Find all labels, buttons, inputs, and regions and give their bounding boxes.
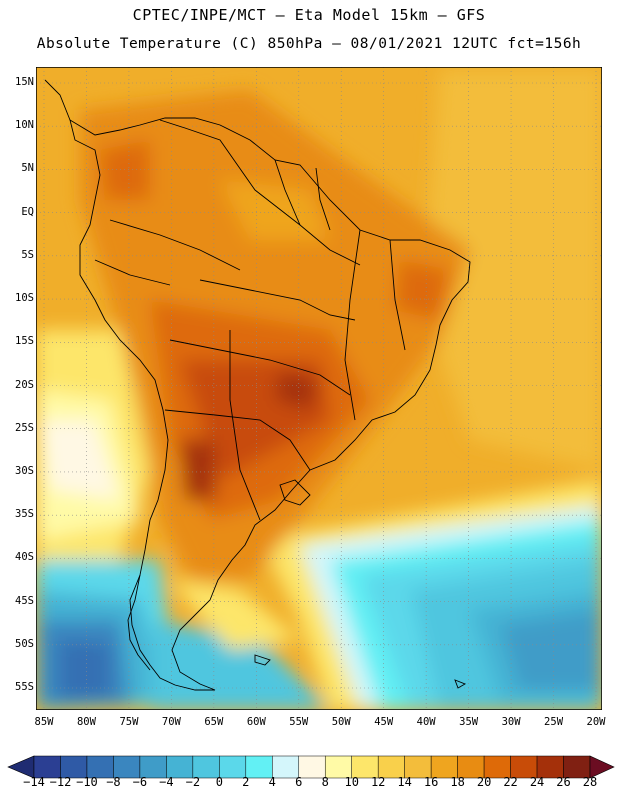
colorbar-tick-label: 0 [215, 775, 223, 789]
colorbar-tick-label: 8 [321, 775, 329, 789]
longitude-label: 35W [459, 716, 479, 728]
longitude-label: 75W [119, 716, 139, 728]
colorbar-tick-label: 16 [423, 775, 439, 789]
colorbar-tick-label: 14 [397, 775, 412, 789]
longitude-label: 50W [331, 716, 351, 728]
longitude-label: 80W [76, 716, 96, 728]
colorbar-tick-label: 28 [582, 775, 598, 789]
latitude-label: 40S [15, 551, 34, 564]
latitude-label: 10N [15, 119, 34, 132]
colorbar-tick-label: −12 [49, 775, 72, 789]
latitude-label: 20S [15, 378, 34, 391]
colorbar-tick-label: 4 [268, 775, 276, 789]
latitude-label: 45S [15, 594, 34, 607]
latitude-label: 15S [15, 335, 34, 348]
map-subtitle: Absolute Temperature (C) 850hPa – 08/01/… [36, 36, 582, 52]
colorbar-tick-label: 22 [503, 775, 518, 789]
colorbar-tick-label: 18 [450, 775, 465, 789]
coastline [44, 79, 471, 691]
colorbar-tick-label: −4 [159, 775, 174, 789]
latitude-label: 50S [15, 637, 34, 650]
longitude-label: 70W [161, 716, 181, 728]
map-title: CPTEC/INPE/MCT – Eta Model 15km – GFS [132, 6, 486, 24]
colorbar-tick-label: −10 [76, 775, 98, 789]
longitude-label: 55W [289, 716, 309, 728]
colorbar-tick-label: 10 [344, 775, 359, 789]
latitude-label: 30S [15, 464, 34, 477]
colorbar-tick-label: 24 [529, 775, 545, 789]
latitude-label: 15N [15, 76, 34, 88]
colorbar-over-triangle [589, 755, 615, 779]
longitude-label: 40W [416, 716, 436, 728]
colorbar-tick-label: −14 [23, 775, 45, 789]
latitude-label: EQ [21, 205, 34, 218]
colorbar-tick-label: −6 [132, 775, 148, 789]
colorbar-tick-label: 20 [476, 775, 492, 789]
longitude-label: 85W [34, 716, 54, 728]
longitude-label: 45W [374, 716, 394, 728]
longitude-label: 25W [544, 716, 564, 728]
colorbar-tick-label: 12 [370, 775, 386, 789]
latitude-label: 25S [15, 421, 34, 434]
colorbar-tick-label: 26 [556, 775, 571, 789]
colorbar-tick-label: 6 [295, 775, 303, 789]
latitude-label: 10S [15, 292, 34, 305]
latitude-label: 5S [21, 248, 34, 261]
colorbar-tick-label: −8 [106, 775, 121, 789]
colorbar-tick-label: −2 [185, 775, 201, 789]
colorbar [7, 755, 615, 779]
longitude-label: 20W [586, 716, 606, 728]
longitude-label: 65W [204, 716, 224, 728]
latitude-label: 35S [15, 508, 34, 521]
temperature-field [36, 67, 602, 710]
longitude-label: 60W [246, 716, 266, 728]
longitude-label: 30W [501, 716, 521, 728]
latitude-label: 55S [15, 681, 34, 693]
colorbar-tick-label: 2 [242, 775, 250, 789]
latitude-label: 5N [21, 162, 34, 175]
